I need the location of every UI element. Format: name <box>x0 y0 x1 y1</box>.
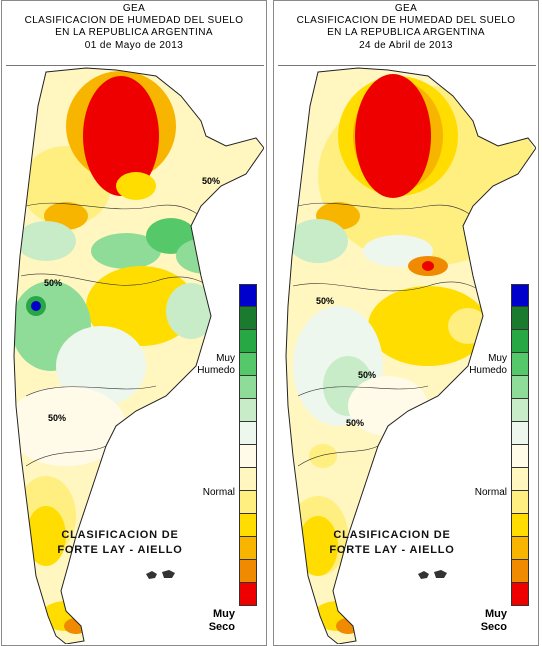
legend-swatch <box>511 514 529 537</box>
org-label: GEA <box>122 3 146 14</box>
org-label: GEA <box>394 3 418 14</box>
method-line-1: CLASIFICACION DE <box>61 529 179 541</box>
title-line-2: EN LA REPUBLICA ARGENTINA <box>55 27 213 38</box>
date-label: 24 de Abril de 2013 <box>359 40 453 51</box>
legend-swatch <box>511 353 529 376</box>
legend-swatch <box>511 491 529 514</box>
legend-swatch <box>239 353 257 376</box>
legend-swatch <box>511 445 529 468</box>
legend-swatch <box>239 307 257 330</box>
soil-moisture-map: 50% 50% 50% <box>278 65 536 644</box>
contour-label-50c: 50% <box>358 370 376 380</box>
legend-label-normal: Normal <box>202 487 235 498</box>
date-label: 01 de Mayo de 2013 <box>84 40 184 51</box>
legend-swatch <box>239 330 257 353</box>
legend-label-wet-1: Muy <box>488 353 507 364</box>
legend-swatch <box>511 376 529 399</box>
contour-label-50c: 50% <box>202 176 220 186</box>
legend-swatch <box>511 468 529 491</box>
legend-label-dry-2: Seco <box>208 621 235 633</box>
method-line-1: CLASIFICACION DE <box>333 529 451 541</box>
legend-swatch <box>239 560 257 583</box>
contour-label-50: 50% <box>48 413 66 423</box>
legend-swatch <box>239 422 257 445</box>
legend-swatch <box>511 284 529 307</box>
soil-moisture-map: 50% 50% 50% <box>6 65 264 644</box>
legend-swatch <box>239 537 257 560</box>
legend-swatch <box>511 399 529 422</box>
title-line-1: CLASIFICACION DE HUMEDAD DEL SUELO <box>24 15 244 26</box>
map-panel-left: GEA CLASIFICACION DE HUMEDAD DEL SUELO E… <box>1 0 267 646</box>
method-line-2: FORTE LAY - AIELLO <box>57 544 183 556</box>
contour-label-50b: 50% <box>44 278 62 288</box>
legend-swatch <box>239 514 257 537</box>
contour-label-50: 50% <box>346 418 364 428</box>
contour-label-50b: 50% <box>316 296 334 306</box>
title-line-1: CLASIFICACION DE HUMEDAD DEL SUELO <box>296 15 516 26</box>
map-svg: 50% 50% 50% <box>285 67 536 644</box>
legend-swatch <box>239 445 257 468</box>
legend-swatch <box>511 537 529 560</box>
legend-swatch <box>239 284 257 307</box>
legend-color-bar <box>511 284 529 606</box>
legend-label-normal: Normal <box>474 487 507 498</box>
legend-color-bar <box>239 284 257 606</box>
legend-swatch <box>239 376 257 399</box>
legend-swatch <box>511 560 529 583</box>
legend-label-wet-2: Humedo <box>197 365 235 376</box>
title-line-2: EN LA REPUBLICA ARGENTINA <box>327 27 485 38</box>
legend-swatch <box>239 399 257 422</box>
legend-label-dry-2: Seco <box>480 621 507 633</box>
falkland-islands-icon <box>418 570 447 579</box>
legend-swatch <box>511 422 529 445</box>
legend-label-wet-1: Muy <box>216 353 235 364</box>
map-svg: 50% 50% 50% <box>13 67 264 644</box>
map-panel-right: GEA CLASIFICACION DE HUMEDAD DEL SUELO E… <box>273 0 539 646</box>
legend-label-wet-2: Humedo <box>469 365 507 376</box>
legend-label-dry-1: Muy <box>485 608 507 620</box>
legend-swatch <box>511 307 529 330</box>
legend-swatch <box>239 468 257 491</box>
legend-swatch <box>511 583 529 606</box>
legend-label-dry-1: Muy <box>213 608 235 620</box>
legend-swatch <box>239 583 257 606</box>
legend-swatch <box>239 491 257 514</box>
method-line-2: FORTE LAY - AIELLO <box>329 544 455 556</box>
falkland-islands-icon <box>146 570 175 579</box>
legend-swatch <box>511 330 529 353</box>
